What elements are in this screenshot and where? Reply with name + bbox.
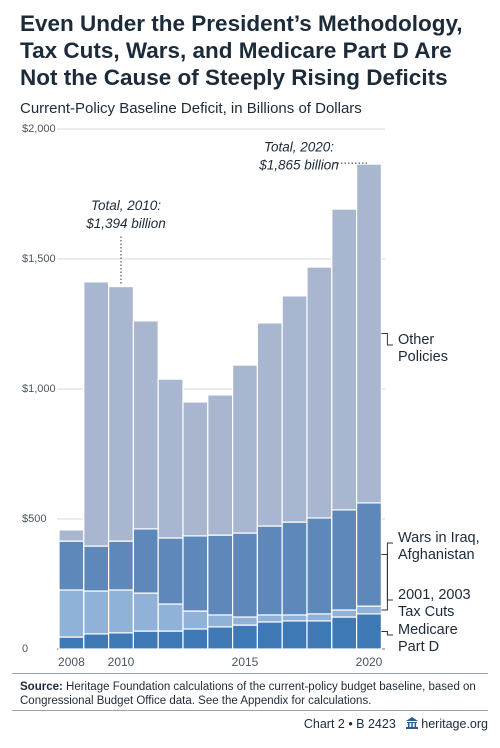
bar-segment [157,603,184,632]
rule [12,710,488,711]
bar-segment [107,540,134,591]
annotation-text: $1,394 billion [85,216,166,231]
bar-segment [157,630,184,650]
bar-segment [331,616,358,650]
bar-segment [58,636,85,650]
bar-segment [207,626,234,650]
bar-segment [281,620,308,650]
bar-segment [256,621,283,650]
footer-site: heritage.org [421,717,488,731]
bar-segment [182,535,209,612]
bar-segment [83,545,110,592]
bar-segment [83,633,110,650]
bar-segment [107,589,134,634]
bar-segment [232,532,259,618]
bar-segment [232,624,259,650]
bar-segment [356,163,383,504]
y-tick-label: $1,000 [22,383,56,395]
bar-segment [256,525,283,616]
source-label: Source: [20,681,63,693]
bar-segment [306,517,333,615]
bar-segment [58,529,85,542]
bar-segment [356,613,383,650]
bar-segment [157,378,184,539]
legend-label: 2001, 2003 Tax Cuts [398,587,471,620]
bar-segment [132,592,159,632]
legend-leader [381,332,393,346]
bar-segment [356,502,383,607]
bar-segment [356,605,383,615]
x-tick-label: 2015 [232,655,259,669]
annotation-text: $1,865 billion [258,158,339,173]
bar-segment [58,589,85,638]
bar-segment [256,322,283,527]
bar-segment [182,610,209,630]
bar-segment [83,590,110,635]
x-tick-label: 2020 [356,655,383,669]
bar-segment [232,364,259,534]
bar-segment [157,537,184,605]
bar-segment [132,320,159,530]
bar-segment [132,528,159,594]
bar-segment [107,285,134,542]
x-tick-label: 2008 [58,655,85,669]
bar-segment [256,614,283,623]
chart-title: Even Under the President’s Methodology, … [20,11,463,90]
bar-segment [182,401,209,537]
y-tick-label: $500 [22,513,46,525]
source-text: Heritage Foundation calculations of the … [20,681,476,707]
y-tick-label: $1,500 [22,253,56,265]
bar-segment [306,266,333,519]
legend-leader [381,553,393,601]
bar-segment [331,509,358,611]
legend-label: Other Policies [398,332,448,365]
legend-leader [381,630,393,636]
bar-segment [132,630,159,650]
bar-segment [182,628,209,650]
footer-chart: Chart 2 • B 2423 [303,717,396,731]
source: Source: Heritage Foundation calculations… [20,680,485,708]
legend-label: Medicare Part D [398,622,458,655]
bar-segment [58,540,85,591]
logo-icon [406,717,419,729]
bar-segment [281,295,308,523]
bar-segment [207,394,234,536]
y-tick-label: $2,000 [22,123,56,135]
bar-segment [306,613,333,622]
chart-subtitle: Current-Policy Baseline Deficit, in Bill… [20,100,362,117]
bar-segment [207,614,234,628]
bar-segment [281,614,308,622]
bar-segment [207,534,234,616]
x-tick-label: 2010 [108,655,135,669]
footer: Chart 2 • B 2423 heritage.org [304,716,488,731]
y-tick-label: 0 [22,643,28,655]
rule [12,673,488,674]
bar-segment [331,208,358,511]
annotation-text: Total, 2010: [91,198,161,213]
bar-segment [83,281,110,547]
bar-segment [281,521,308,616]
bar-segment [107,632,134,650]
bar-segment [232,616,259,626]
bar-segment [306,620,333,650]
annotation-text: Total, 2020: [264,140,334,155]
legend-label: Wars in Iraq, Afghanistan [398,530,480,563]
bar-segment [331,609,358,618]
